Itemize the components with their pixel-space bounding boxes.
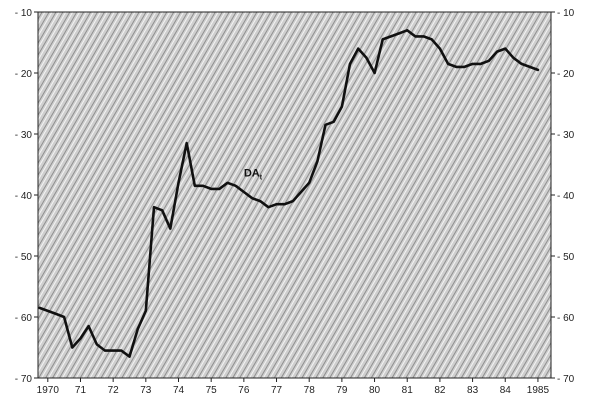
y-axis-right: - 10 - 20 - 30 - 40 - 50 - 60 - 70: [551, 8, 575, 385]
y-tick-label-left: - 70: [15, 374, 33, 385]
y-tick-label-left: - 10: [15, 8, 33, 19]
x-tick-label: 1970: [37, 385, 60, 396]
x-tick-label: 83: [467, 385, 479, 396]
x-axis: 1970 71 72 73 74 75 76 77 78 79 80 81 82 83 84 1985: [37, 378, 550, 396]
y-tick-label-right: - 30: [557, 130, 575, 141]
x-tick-label: 74: [173, 385, 185, 396]
y-tick-label-right: - 20: [557, 69, 575, 80]
series-label: DAt: [244, 168, 263, 182]
series-line-da: [38, 28, 540, 358]
x-tick-label: 75: [206, 385, 218, 396]
y-tick-label-right: - 60: [557, 313, 575, 324]
series-layer: DAt: [38, 28, 540, 358]
x-tick-label: 72: [108, 385, 120, 396]
y-tick-label-left: - 30: [15, 130, 33, 141]
x-tick-label: 81: [402, 385, 414, 396]
y-tick-label-right: - 50: [557, 252, 575, 263]
y-tick-label-right: - 70: [557, 374, 575, 385]
y-tick-label-left: - 60: [15, 313, 33, 324]
x-tick-label: 77: [271, 385, 283, 396]
plot-area-background: [38, 12, 551, 378]
y-tick-label-right: - 40: [557, 191, 575, 202]
x-tick-label: 80: [369, 385, 381, 396]
x-tick-label: 82: [434, 385, 446, 396]
x-tick-label: 76: [238, 385, 250, 396]
x-tick-label: 79: [336, 385, 348, 396]
y-tick-label-left: - 40: [15, 191, 33, 202]
y-tick-label-left: - 20: [15, 69, 33, 80]
x-tick-label: 84: [500, 385, 512, 396]
y-axis-left: - 10 - 20 - 30 - 40 - 50 - 60 - 70: [15, 8, 38, 385]
y-tick-label-left: - 50: [15, 252, 33, 263]
x-tick-label: 73: [140, 385, 152, 396]
x-tick-label: 1985: [527, 385, 550, 396]
x-tick-label: 71: [75, 385, 87, 396]
x-tick-label: 78: [304, 385, 316, 396]
y-tick-label-right: - 10: [557, 8, 575, 19]
